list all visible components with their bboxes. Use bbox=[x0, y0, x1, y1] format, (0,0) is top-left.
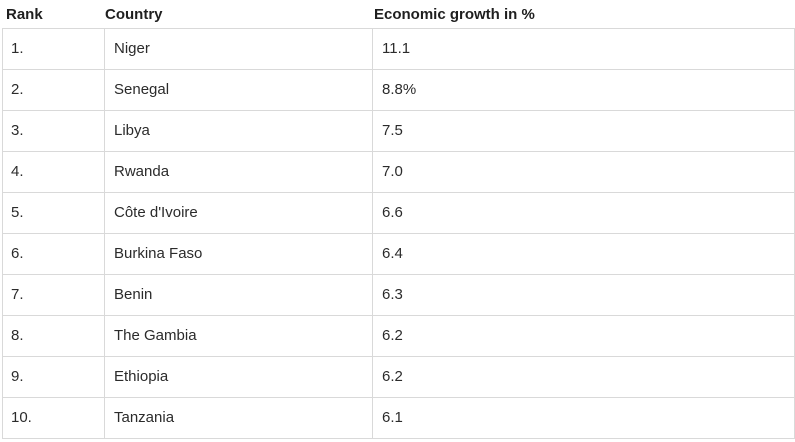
rank-cell: 10. bbox=[11, 409, 32, 426]
growth-cell: 8.8% bbox=[372, 70, 792, 110]
rank-cell: 7. bbox=[11, 286, 24, 303]
table-body: 1. Niger 11.1 2. Senegal 8.8% 3. Libya 7… bbox=[2, 28, 795, 439]
growth-cell: 6.6 bbox=[372, 193, 792, 233]
country-cell: Burkina Faso bbox=[104, 234, 372, 274]
table-row: 8. The Gambia 6.2 bbox=[3, 316, 794, 357]
table-row: 4. Rwanda 7.0 bbox=[3, 152, 794, 193]
table-row: 5. Côte d'Ivoire 6.6 bbox=[3, 193, 794, 234]
table-header: Rank Country Economic growth in % bbox=[0, 0, 795, 28]
rank-cell: 4. bbox=[11, 163, 24, 180]
table-row: 10. Tanzania 6.1 bbox=[3, 398, 794, 439]
rank-cell: 3. bbox=[11, 122, 24, 139]
header-economic-growth: Economic growth in % bbox=[374, 6, 535, 23]
table-row: 3. Libya 7.5 bbox=[3, 111, 794, 152]
table-row: 9. Ethiopia 6.2 bbox=[3, 357, 794, 398]
growth-cell: 6.3 bbox=[372, 275, 792, 315]
country-cell: Benin bbox=[104, 275, 372, 315]
country-cell: Côte d'Ivoire bbox=[104, 193, 372, 233]
rank-cell: 2. bbox=[11, 81, 24, 98]
rank-cell: 8. bbox=[11, 327, 24, 344]
growth-cell: 7.5 bbox=[372, 111, 792, 151]
table-row: 6. Burkina Faso 6.4 bbox=[3, 234, 794, 275]
growth-cell: 7.0 bbox=[372, 152, 792, 192]
rank-cell: 1. bbox=[11, 40, 24, 57]
growth-cell: 6.2 bbox=[372, 316, 792, 356]
rank-cell: 5. bbox=[11, 204, 24, 221]
growth-cell: 6.1 bbox=[372, 398, 792, 438]
country-cell: Rwanda bbox=[104, 152, 372, 192]
table-row: 2. Senegal 8.8% bbox=[3, 70, 794, 111]
header-rank: Rank bbox=[6, 6, 43, 23]
growth-cell: 6.4 bbox=[372, 234, 792, 274]
country-cell: Senegal bbox=[104, 70, 372, 110]
header-country: Country bbox=[105, 6, 163, 23]
rank-cell: 9. bbox=[11, 368, 24, 385]
growth-cell: 11.1 bbox=[372, 29, 792, 69]
table-row: 1. Niger 11.1 bbox=[3, 29, 794, 70]
country-cell: Tanzania bbox=[104, 398, 372, 438]
growth-cell: 6.2 bbox=[372, 357, 792, 397]
country-cell: Niger bbox=[104, 29, 372, 69]
rank-cell: 6. bbox=[11, 245, 24, 262]
country-cell: Ethiopia bbox=[104, 357, 372, 397]
country-cell: The Gambia bbox=[104, 316, 372, 356]
table-row: 7. Benin 6.3 bbox=[3, 275, 794, 316]
country-cell: Libya bbox=[104, 111, 372, 151]
